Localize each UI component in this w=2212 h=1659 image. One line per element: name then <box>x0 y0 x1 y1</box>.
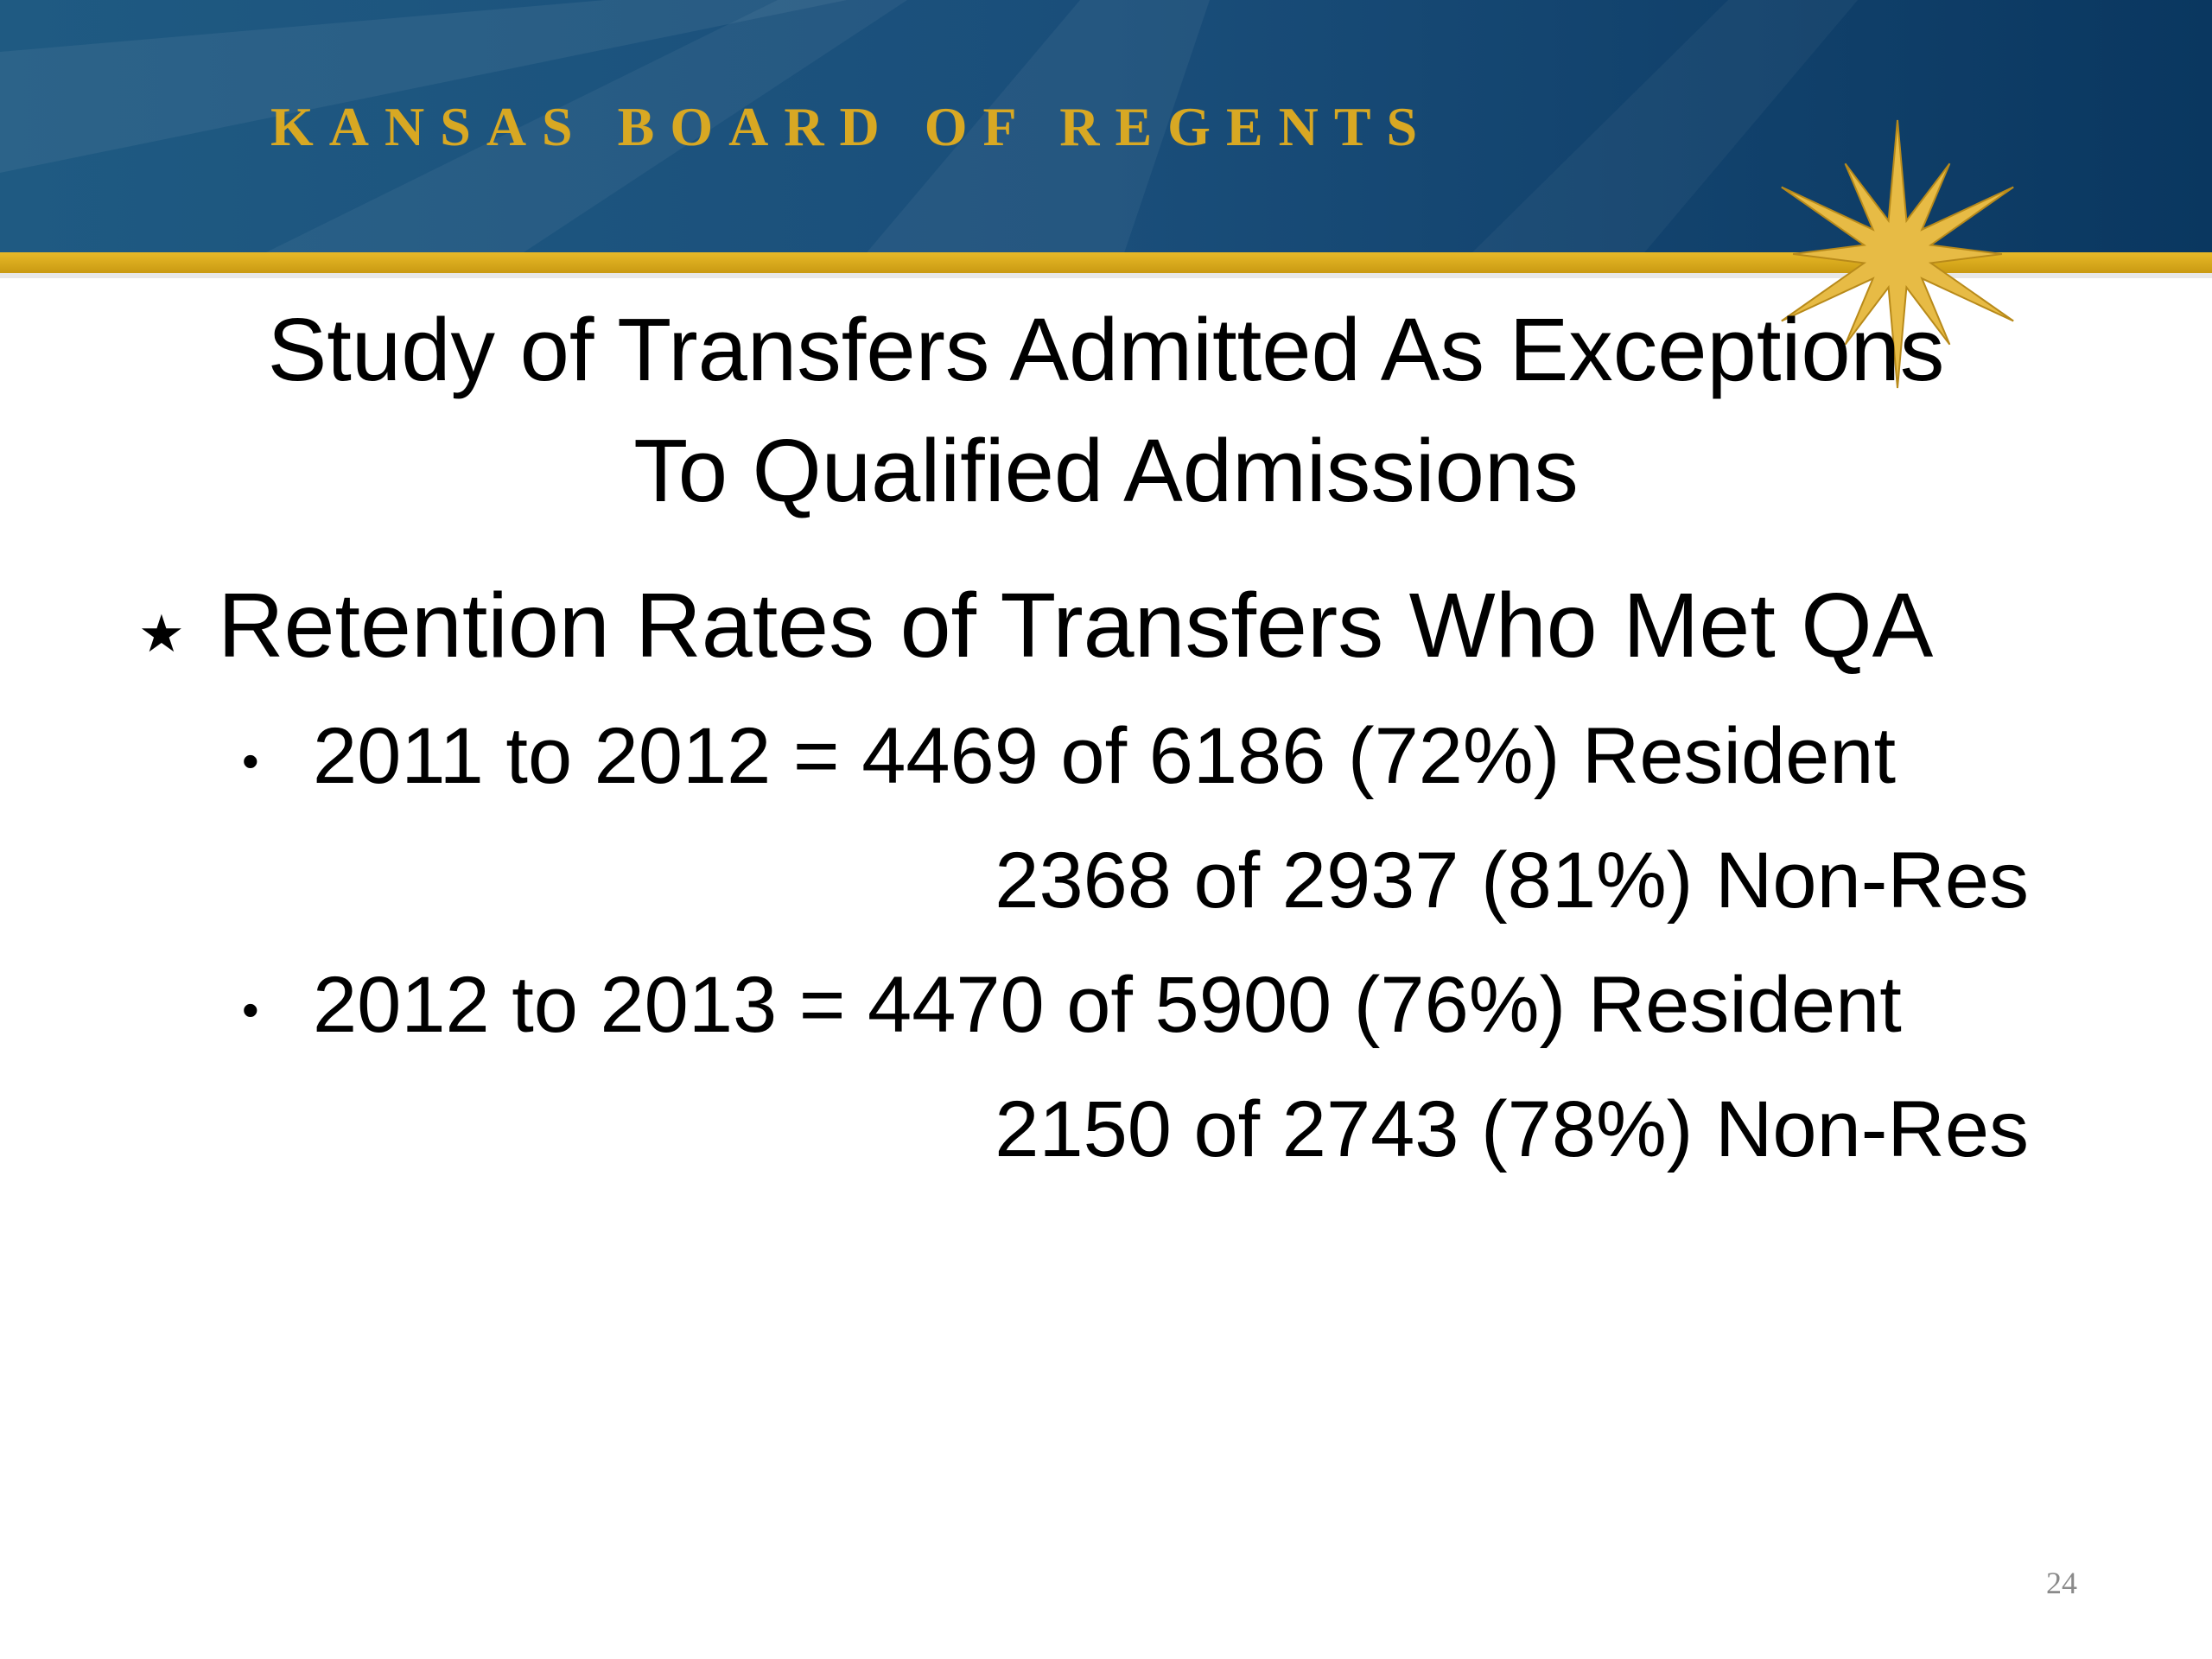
banner-ray <box>864 0 1210 256</box>
banner-background <box>0 0 2212 256</box>
sub-bullet-text: 2012 to 2013 = 4470 of 5900 (76%) Reside… <box>313 961 1902 1049</box>
slide-title-line: Study of Transfers Admitted As Exception… <box>268 300 1945 399</box>
bullet-dot: • <box>242 982 259 1037</box>
sub-bullet-text: 2011 to 2012 = 4469 of 6186 (72%) Reside… <box>313 712 1896 800</box>
page-number: 24 <box>2046 1566 2077 1600</box>
banner-ray <box>0 0 847 173</box>
logo-star <box>1781 119 2014 389</box>
stripe-shadow <box>0 273 2212 278</box>
sub-bullet-list: • 2011 to 2012 = 4469 of 6186 (72%) Resid… <box>242 712 2029 1173</box>
banner-ray <box>1469 0 1858 256</box>
slide-title-line: To Qualified Admissions <box>633 421 1578 520</box>
header-title: KANSAS BOARD OF REGENTS <box>270 96 1433 157</box>
bullet-dot: • <box>242 734 259 788</box>
bullet-heading: Retention Rates of Transfers Who Met QA <box>218 575 1934 677</box>
header-banner: KANSAS BOARD OF REGENTS <box>0 0 2212 389</box>
star-bullet: ★ <box>138 605 185 663</box>
sub-bullet-continuation: 2368 of 2937 (81%) Non-Res <box>995 836 2029 925</box>
sub-bullet-continuation: 2150 of 2743 (78%) Non-Res <box>995 1085 2029 1173</box>
banner-ray <box>259 0 907 256</box>
